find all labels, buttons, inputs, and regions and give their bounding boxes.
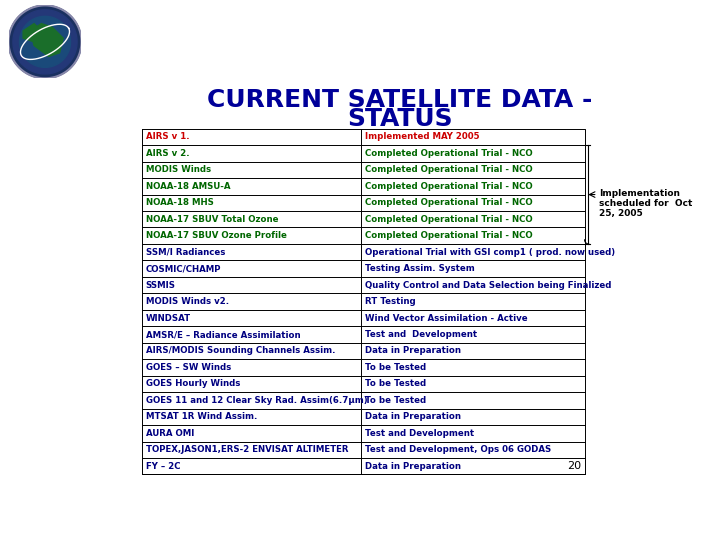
Text: Wind Vector Assimilation - Active: Wind Vector Assimilation - Active: [365, 314, 528, 322]
Text: MTSAT 1R Wind Assim.: MTSAT 1R Wind Assim.: [145, 413, 257, 421]
Text: Completed Operational Trial - NCO: Completed Operational Trial - NCO: [365, 165, 533, 174]
Text: To be Tested: To be Tested: [365, 380, 426, 388]
Text: NOAA-18 AMSU-A: NOAA-18 AMSU-A: [145, 182, 230, 191]
Text: FY – 2C: FY – 2C: [145, 462, 180, 471]
Text: COSMIC/CHAMP: COSMIC/CHAMP: [145, 264, 221, 273]
Text: Completed Operational Trial - NCO: Completed Operational Trial - NCO: [365, 198, 533, 207]
Text: GOES – SW Winds: GOES – SW Winds: [145, 363, 231, 372]
Text: Test and  Development: Test and Development: [365, 330, 477, 339]
Text: Data in Preparation: Data in Preparation: [365, 462, 461, 471]
Text: TOPEX,JASON1,ERS-2 ENVISAT ALTIMETER: TOPEX,JASON1,ERS-2 ENVISAT ALTIMETER: [145, 446, 348, 454]
Text: Operational Trial with GSI comp1 ( prod. now used): Operational Trial with GSI comp1 ( prod.…: [365, 248, 616, 256]
Text: Completed Operational Trial - NCO: Completed Operational Trial - NCO: [365, 215, 533, 224]
Text: RT Testing: RT Testing: [365, 297, 415, 306]
Text: Test and Development: Test and Development: [365, 429, 474, 438]
Text: GOES Hourly Winds: GOES Hourly Winds: [145, 380, 240, 388]
Polygon shape: [30, 24, 63, 56]
Text: CURRENT SATELLITE DATA -: CURRENT SATELLITE DATA -: [207, 88, 593, 112]
Text: AMSR/E – Radiance Assimilation: AMSR/E – Radiance Assimilation: [145, 330, 300, 339]
Text: STATUS: STATUS: [347, 107, 453, 131]
Polygon shape: [9, 5, 81, 78]
Text: Completed Operational Trial - NCO: Completed Operational Trial - NCO: [365, 149, 533, 158]
Text: Testing Assim. System: Testing Assim. System: [365, 264, 475, 273]
Text: Data in Preparation: Data in Preparation: [365, 413, 461, 421]
Text: AIRS v 2.: AIRS v 2.: [145, 149, 189, 158]
Polygon shape: [19, 16, 71, 68]
Text: To be Tested: To be Tested: [365, 396, 426, 405]
Polygon shape: [13, 10, 77, 74]
Text: Completed Operational Trial - NCO: Completed Operational Trial - NCO: [365, 182, 533, 191]
Text: NOAA-17 SBUV Ozone Profile: NOAA-17 SBUV Ozone Profile: [145, 231, 287, 240]
Text: Quality Control and Data Selection being Finalized: Quality Control and Data Selection being…: [365, 281, 611, 289]
Polygon shape: [23, 24, 41, 42]
Text: To be Tested: To be Tested: [365, 363, 426, 372]
Text: AIRS/MODIS Sounding Channels Assim.: AIRS/MODIS Sounding Channels Assim.: [145, 347, 336, 355]
Text: SSMIS: SSMIS: [145, 281, 176, 289]
Text: Implemented MAY 2005: Implemented MAY 2005: [365, 132, 480, 141]
Text: WINDSAT: WINDSAT: [145, 314, 191, 322]
Text: AIRS v 1.: AIRS v 1.: [145, 132, 189, 141]
Text: Data in Preparation: Data in Preparation: [365, 347, 461, 355]
Text: NOAA-18 MHS: NOAA-18 MHS: [145, 198, 214, 207]
Text: AURA OMI: AURA OMI: [145, 429, 194, 438]
Text: GOES 11 and 12 Clear Sky Rad. Assim(6.7μm): GOES 11 and 12 Clear Sky Rad. Assim(6.7μ…: [145, 396, 367, 405]
Text: NOAA-17 SBUV Total Ozone: NOAA-17 SBUV Total Ozone: [145, 215, 278, 224]
Text: MODIS Winds: MODIS Winds: [145, 165, 211, 174]
Text: Test and Development, Ops 06 GODAS: Test and Development, Ops 06 GODAS: [365, 446, 552, 454]
Text: Completed Operational Trial - NCO: Completed Operational Trial - NCO: [365, 231, 533, 240]
Text: 20: 20: [567, 461, 581, 471]
Text: MODIS Winds v2.: MODIS Winds v2.: [145, 297, 229, 306]
Text: SSM/I Radiances: SSM/I Radiances: [145, 248, 225, 256]
Text: Implementation
scheduled for  Oct
25, 2005: Implementation scheduled for Oct 25, 200…: [599, 188, 693, 218]
